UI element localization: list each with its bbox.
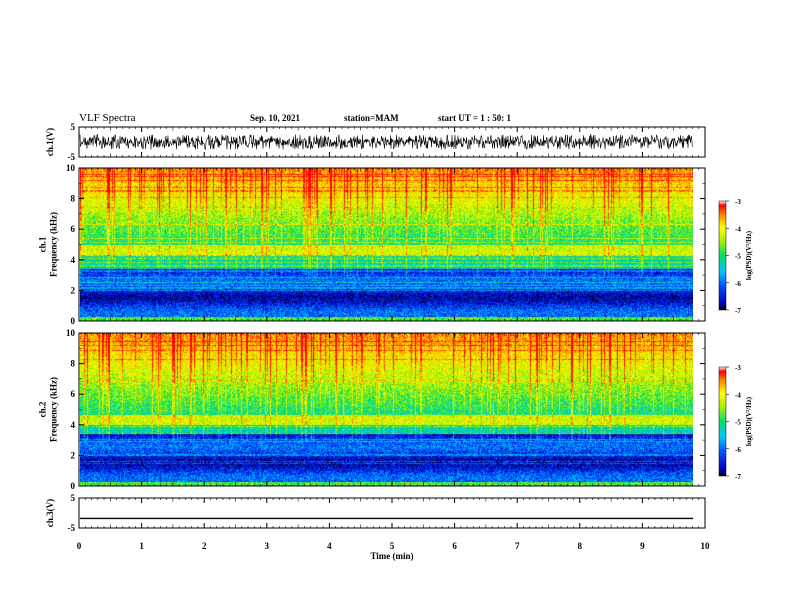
y-axis-label: ch.2 Frequency (kHz) <box>38 377 59 442</box>
station-label: station=MAM <box>344 113 399 123</box>
y-tick-label: 6 <box>71 224 76 234</box>
ch2-colorbar <box>718 366 727 477</box>
y-tick-label: 2 <box>71 285 76 295</box>
y-axis-label: ch.3(V) <box>45 499 55 527</box>
y-tick-label: -5 <box>68 152 76 162</box>
ch1-colorbar <box>718 200 727 311</box>
y-tick-label: 0 <box>71 481 76 491</box>
svg-text:Frequency (kHz): Frequency (kHz) <box>49 377 59 442</box>
svg-text:ch.2: ch.2 <box>38 401 48 417</box>
x-tick-label: 9 <box>640 541 645 551</box>
colorbar-tick-label: -3 <box>735 364 741 372</box>
colorbar-tick-label: -5 <box>735 419 741 427</box>
x-tick-label: 3 <box>265 541 270 551</box>
colorbar-tick-label: -5 <box>735 253 741 261</box>
ch1-waveform-line <box>79 133 693 150</box>
colorbar-tick-label: -6 <box>735 280 741 288</box>
colorbar-label: log(PSD)(V²/Hz) <box>745 396 753 446</box>
y-tick-label: 10 <box>66 328 76 338</box>
x-tick-label: 0 <box>77 541 82 551</box>
svg-text:Frequency (kHz): Frequency (kHz) <box>49 212 59 277</box>
y-axis-label: ch.1(V) <box>45 128 55 156</box>
x-tick-label: 2 <box>202 541 207 551</box>
colorbar-tick-label: -4 <box>735 225 741 233</box>
svg-text:log(PSD)(V²/Hz): log(PSD)(V²/Hz) <box>745 396 753 446</box>
colorbar-tick-label: -4 <box>735 391 741 399</box>
svg-text:ch.1(V): ch.1(V) <box>45 128 55 156</box>
y-tick-label: 6 <box>71 389 76 399</box>
y-tick-label: -5 <box>68 523 76 533</box>
x-tick-label: 4 <box>327 541 332 551</box>
colorbar-label: log(PSD)(V²/Hz) <box>745 230 753 280</box>
x-tick-label: 6 <box>452 541 457 551</box>
svg-text:log(PSD)(V²/Hz): log(PSD)(V²/Hz) <box>745 230 753 280</box>
x-tick-label: 7 <box>515 541 520 551</box>
x-tick-label: 1 <box>139 541 144 551</box>
y-tick-label: 8 <box>71 359 76 369</box>
x-tick-label: 8 <box>578 541 583 551</box>
y-axis-label: ch.1 Frequency (kHz) <box>38 212 59 277</box>
svg-text:ch.1: ch.1 <box>38 236 48 252</box>
ch1-spectrogram-image <box>80 168 693 321</box>
y-tick-label: 5 <box>71 122 76 132</box>
y-tick-label: 4 <box>71 255 76 265</box>
y-tick-label: 8 <box>71 194 76 204</box>
y-tick-label: 5 <box>71 493 76 503</box>
colorbar-tick-label: -3 <box>735 198 741 206</box>
y-tick-label: 2 <box>71 450 76 460</box>
x-tick-label: 5 <box>390 541 395 551</box>
start-time-label: start UT = 1 : 50: 1 <box>438 113 511 123</box>
colorbar-tick-label: -7 <box>735 307 741 315</box>
y-tick-label: 0 <box>71 316 76 326</box>
svg-text:ch.3(V): ch.3(V) <box>45 499 55 527</box>
axis-ticks <box>78 126 706 529</box>
colorbar-tick-label: -6 <box>735 446 741 454</box>
ch2-spectrogram-image <box>80 333 693 486</box>
colorbar-tick-label: -7 <box>735 473 741 481</box>
y-tick-label: 4 <box>71 420 76 430</box>
date-label: Sep. 10, 2021 <box>250 113 301 123</box>
y-tick-label: 10 <box>66 163 76 173</box>
plot-title: VLF Spectra <box>79 112 136 124</box>
x-axis-label: Time (min) <box>370 551 413 561</box>
x-tick-label: 10 <box>701 541 711 551</box>
